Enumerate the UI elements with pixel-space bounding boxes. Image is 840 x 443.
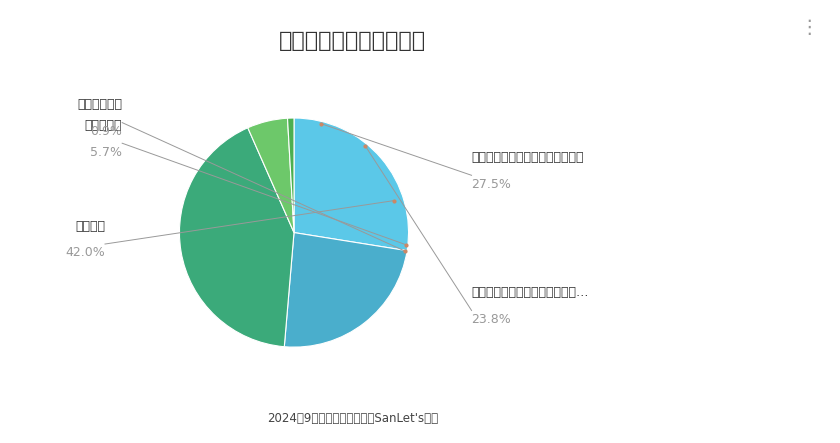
Text: 0.9%: 0.9% <box>91 125 122 138</box>
Text: わからない: わからない <box>85 119 122 132</box>
Text: 知らない: 知らない <box>75 220 105 233</box>
Text: 27.5%: 27.5% <box>471 178 512 190</box>
Text: 答えたくない: 答えたくない <box>77 98 122 111</box>
Text: 知っていて、具体的に説明できる: 知っていて、具体的に説明できる <box>471 151 584 164</box>
Wedge shape <box>180 128 294 347</box>
Text: 5.7%: 5.7% <box>90 145 122 159</box>
Text: 42.0%: 42.0% <box>66 246 105 259</box>
Text: なんとなく知っているが、説明…: なんとなく知っているが、説明… <box>471 286 589 299</box>
Text: 23.8%: 23.8% <box>471 313 512 326</box>
Wedge shape <box>248 118 294 233</box>
Wedge shape <box>287 118 294 233</box>
Wedge shape <box>284 233 407 347</box>
Wedge shape <box>294 118 408 251</box>
Text: オンライン参列　認知率: オンライン参列 認知率 <box>279 31 427 51</box>
Text: ⋮: ⋮ <box>800 18 819 37</box>
Text: 2024年9月　挙式ライブ配信SanLet's調べ: 2024年9月 挙式ライブ配信SanLet's調べ <box>267 412 438 425</box>
